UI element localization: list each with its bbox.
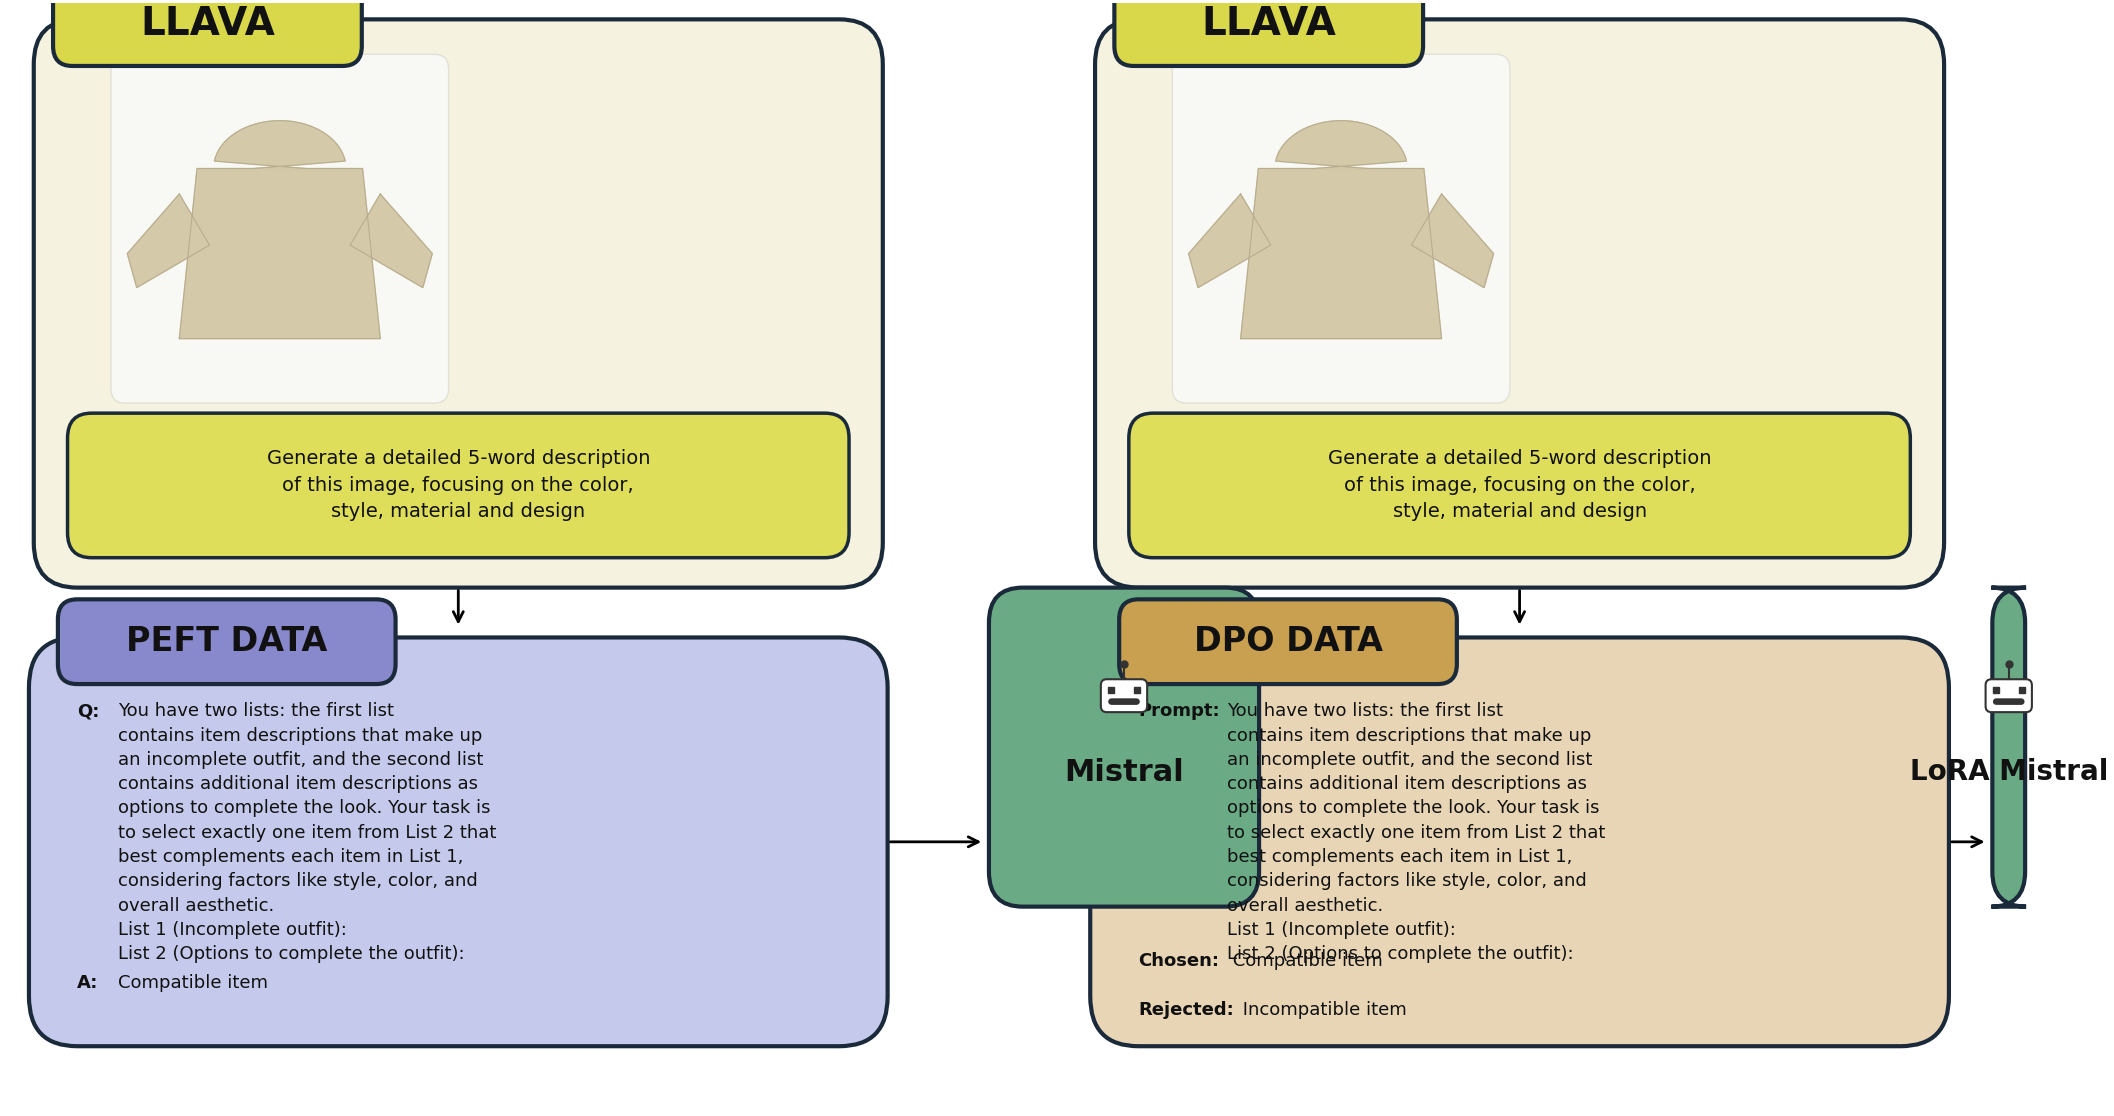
- FancyBboxPatch shape: [110, 55, 448, 403]
- FancyBboxPatch shape: [53, 0, 361, 66]
- FancyBboxPatch shape: [1108, 699, 1139, 705]
- FancyBboxPatch shape: [34, 19, 884, 588]
- FancyBboxPatch shape: [989, 588, 1260, 906]
- Text: PEFT DATA: PEFT DATA: [127, 625, 328, 658]
- Polygon shape: [180, 169, 381, 338]
- FancyBboxPatch shape: [1091, 637, 1949, 1046]
- Text: Rejected:: Rejected:: [1139, 1001, 1235, 1019]
- Text: LoRA Mistral: LoRA Mistral: [1909, 758, 2108, 786]
- Text: DPO DATA: DPO DATA: [1194, 625, 1383, 658]
- Text: Generate a detailed 5-word description
of this image, focusing on the color,
sty: Generate a detailed 5-word description o…: [1328, 450, 1712, 521]
- Text: Incompatible item: Incompatible item: [1237, 1001, 1406, 1019]
- Polygon shape: [351, 194, 431, 288]
- FancyBboxPatch shape: [1991, 588, 2025, 906]
- FancyBboxPatch shape: [1985, 680, 2032, 712]
- Text: Compatible item: Compatible item: [118, 974, 268, 992]
- FancyBboxPatch shape: [1129, 413, 1911, 558]
- Text: Generate a detailed 5-word description
of this image, focusing on the color,
sty: Generate a detailed 5-word description o…: [266, 450, 649, 521]
- Text: Compatible item: Compatible item: [1228, 952, 1383, 970]
- Text: Mistral: Mistral: [1063, 758, 1184, 787]
- Polygon shape: [1275, 121, 1406, 169]
- Text: You have two lists: the first list
contains item descriptions that make up
an in: You have two lists: the first list conta…: [1228, 702, 1607, 963]
- FancyBboxPatch shape: [68, 413, 850, 558]
- Text: LLAVA: LLAVA: [1201, 4, 1336, 42]
- FancyBboxPatch shape: [57, 599, 395, 684]
- FancyBboxPatch shape: [1118, 599, 1457, 684]
- Text: A:: A:: [78, 974, 99, 992]
- Text: LLAVA: LLAVA: [140, 4, 275, 42]
- Text: You have two lists: the first list
contains item descriptions that make up
an in: You have two lists: the first list conta…: [118, 702, 497, 963]
- FancyBboxPatch shape: [1095, 19, 1945, 588]
- Text: Chosen:: Chosen:: [1139, 952, 1220, 970]
- Text: Q:: Q:: [78, 702, 99, 720]
- FancyBboxPatch shape: [1101, 680, 1148, 712]
- Polygon shape: [127, 194, 209, 288]
- Text: Prompt:: Prompt:: [1139, 702, 1220, 720]
- Polygon shape: [214, 121, 345, 169]
- Polygon shape: [1188, 194, 1271, 288]
- FancyBboxPatch shape: [1114, 0, 1423, 66]
- FancyBboxPatch shape: [1994, 699, 2025, 705]
- FancyBboxPatch shape: [30, 637, 888, 1046]
- FancyBboxPatch shape: [1173, 55, 1509, 403]
- Polygon shape: [1412, 194, 1495, 288]
- Polygon shape: [1241, 169, 1442, 338]
